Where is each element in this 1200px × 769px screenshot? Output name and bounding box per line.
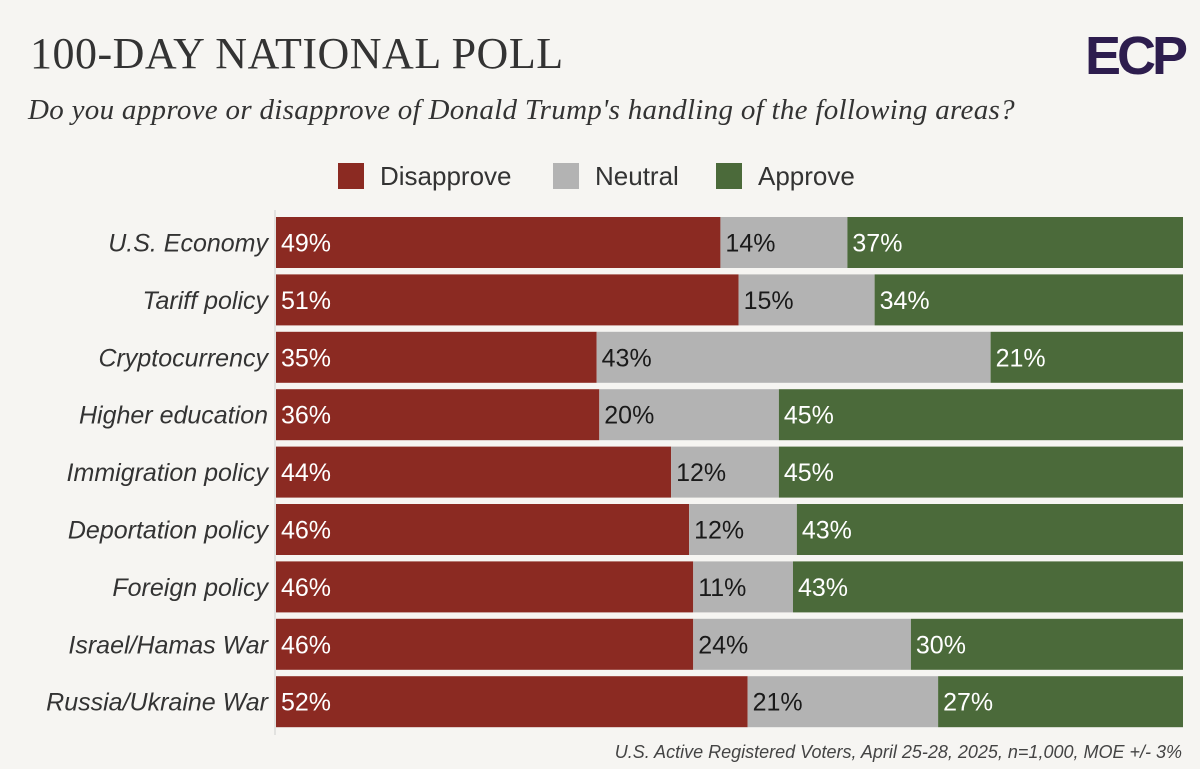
bar-disapprove-immigration-policy: [276, 446, 672, 498]
data-label-disapprove-russia-ukraine-war: 52%: [281, 689, 331, 717]
bar-neutral-deportation-policy: [689, 504, 797, 555]
data-label-neutral-u-s-economy: 14%: [725, 230, 775, 258]
bar-approve-foreign-policy: [792, 561, 1183, 613]
data-label-disapprove-cryptocurrency: 35%: [281, 344, 331, 372]
data-label-approve-higher-education: 45%: [784, 402, 834, 430]
data-label-disapprove-foreign-policy: 46%: [281, 574, 331, 602]
legend-swatch-neutral: [553, 163, 579, 189]
data-label-neutral-immigration-policy: 12%: [676, 459, 726, 487]
data-label-disapprove-tariff-policy: 51%: [281, 287, 331, 315]
data-label-disapprove-immigration-policy: 44%: [281, 459, 331, 487]
bar-approve-israel-hamas-war: [910, 618, 1183, 670]
data-label-neutral-cryptocurrency: 43%: [602, 344, 652, 372]
bar-disapprove-foreign-policy: [276, 561, 694, 613]
bar-approve-tariff-policy: [874, 274, 1183, 326]
svg-text:ECP: ECP: [1085, 28, 1187, 78]
bar-disapprove-tariff-policy: [276, 274, 739, 326]
bar-approve-cryptocurrency: [990, 331, 1183, 383]
category-label-deportation-policy: Deportation policy: [68, 517, 270, 545]
data-label-neutral-deportation-policy: 12%: [694, 517, 744, 545]
bar-disapprove-higher-education: [276, 389, 600, 441]
data-label-approve-foreign-policy: 43%: [798, 574, 848, 602]
ecp-logo: ECP: [1085, 26, 1197, 86]
chart-legend: Disapprove Neutral Approve: [0, 158, 1200, 194]
category-label-israel-hamas-war: Israel/Hamas War: [68, 631, 269, 659]
data-label-disapprove-deportation-policy: 46%: [281, 517, 331, 545]
chart-subtitle: Do you approve or disapprove of Donald T…: [28, 94, 1015, 126]
legend-item-disapprove: Disapprove: [338, 158, 512, 194]
legend-swatch-disapprove: [338, 163, 364, 189]
ecp-logo-mark: ECP: [1085, 26, 1191, 86]
data-label-approve-immigration-policy: 45%: [784, 459, 834, 487]
bar-neutral-foreign-policy: [693, 561, 793, 613]
data-label-disapprove-u-s-economy: 49%: [281, 230, 331, 258]
legend-label-neutral: Neutral: [595, 160, 679, 191]
bar-neutral-higher-education: [599, 389, 779, 441]
bar-approve-deportation-policy: [796, 504, 1183, 555]
legend-label-approve: Approve: [758, 160, 855, 191]
data-label-disapprove-israel-hamas-war: 46%: [281, 631, 331, 659]
data-label-neutral-foreign-policy: 11%: [698, 574, 746, 602]
data-label-approve-cryptocurrency: 21%: [996, 344, 1046, 372]
data-label-disapprove-higher-education: 36%: [281, 402, 331, 430]
legend-label-disapprove: Disapprove: [380, 160, 512, 191]
bar-neutral-israel-hamas-war: [693, 618, 911, 670]
bar-disapprove-deportation-policy: [276, 504, 690, 555]
data-label-neutral-tariff-policy: 15%: [744, 287, 794, 315]
data-label-approve-israel-hamas-war: 30%: [916, 631, 966, 659]
data-label-approve-tariff-policy: 34%: [880, 287, 930, 315]
bar-approve-immigration-policy: [778, 446, 1183, 498]
legend-item-approve: Approve: [716, 158, 855, 194]
bar-neutral-immigration-policy: [671, 446, 779, 498]
category-label-cryptocurrency: Cryptocurrency: [99, 344, 270, 372]
bar-disapprove-israel-hamas-war: [276, 618, 694, 670]
category-label-foreign-policy: Foreign policy: [112, 574, 269, 602]
data-label-neutral-israel-hamas-war: 24%: [698, 631, 748, 659]
data-label-approve-u-s-economy: 37%: [852, 230, 902, 258]
data-label-approve-russia-ukraine-war: 27%: [943, 689, 993, 717]
category-label-u-s-economy: U.S. Economy: [108, 230, 269, 258]
category-label-immigration-policy: Immigration policy: [67, 459, 270, 487]
bar-neutral-tariff-policy: [738, 274, 875, 326]
bar-neutral-u-s-economy: [720, 217, 848, 268]
data-label-approve-deportation-policy: 43%: [802, 517, 852, 545]
category-label-higher-education: Higher education: [79, 402, 268, 430]
data-label-neutral-higher-education: 20%: [604, 402, 654, 430]
legend-item-neutral: Neutral: [553, 158, 679, 194]
bar-approve-u-s-economy: [847, 217, 1183, 268]
bar-neutral-cryptocurrency: [596, 331, 991, 383]
stacked-bar-chart: U.S. Economy 49% 14% 37% Tariff policy 51% 15%…: [46, 210, 1183, 735]
category-label-russia-ukraine-war: Russia/Ukraine War: [46, 689, 270, 717]
category-label-tariff-policy: Tariff policy: [142, 287, 269, 315]
bar-neutral-russia-ukraine-war: [747, 676, 939, 728]
page-title: 100-DAY NATIONAL POLL: [30, 29, 564, 78]
bar-disapprove-u-s-economy: [276, 217, 721, 268]
data-label-neutral-russia-ukraine-war: 21%: [753, 689, 803, 717]
bar-disapprove-russia-ukraine-war: [276, 676, 748, 728]
chart-footnote: U.S. Active Registered Voters, April 25-…: [614, 742, 1182, 762]
bar-approve-russia-ukraine-war: [938, 676, 1183, 728]
bar-approve-higher-education: [778, 389, 1183, 441]
bar-disapprove-cryptocurrency: [276, 331, 597, 383]
legend-swatch-approve: [716, 163, 742, 189]
